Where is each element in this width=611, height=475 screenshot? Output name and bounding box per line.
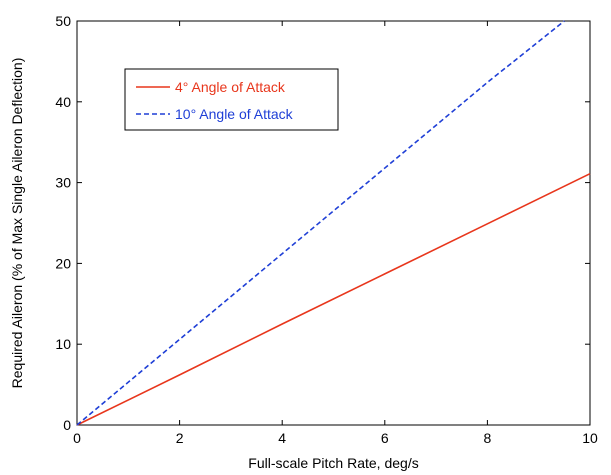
x-axis-label: Full-scale Pitch Rate, deg/s bbox=[248, 455, 418, 471]
y-tick-label: 10 bbox=[55, 336, 71, 352]
y-tick-label: 40 bbox=[55, 94, 71, 110]
x-axis-ticks: 0 2 4 6 8 10 bbox=[73, 21, 598, 446]
y-tick-label: 0 bbox=[63, 417, 71, 433]
legend-label-1: 4° Angle of Attack bbox=[175, 79, 286, 95]
y-axis-label: Required Aileron (% of Max Single Ailero… bbox=[9, 58, 25, 389]
y-tick-label: 50 bbox=[55, 13, 71, 29]
x-tick-label: 0 bbox=[73, 430, 81, 446]
y-tick-label: 30 bbox=[55, 175, 71, 191]
x-tick-label: 2 bbox=[176, 430, 184, 446]
series-line-1 bbox=[76, 172, 591, 426]
x-tick-label: 8 bbox=[484, 430, 492, 446]
legend-box bbox=[124, 68, 339, 131]
legend-label-2: 10° Angle of Attack bbox=[175, 106, 294, 122]
x-tick-label: 10 bbox=[582, 430, 598, 446]
series-layer bbox=[76, 20, 591, 426]
y-axis-ticks: 0 10 20 30 40 50 bbox=[55, 13, 590, 433]
legend: 4° Angle of Attack 10° Angle of Attack bbox=[124, 68, 339, 131]
x-tick-label: 4 bbox=[278, 430, 286, 446]
y-tick-label: 20 bbox=[55, 255, 71, 271]
x-tick-label: 6 bbox=[381, 430, 389, 446]
